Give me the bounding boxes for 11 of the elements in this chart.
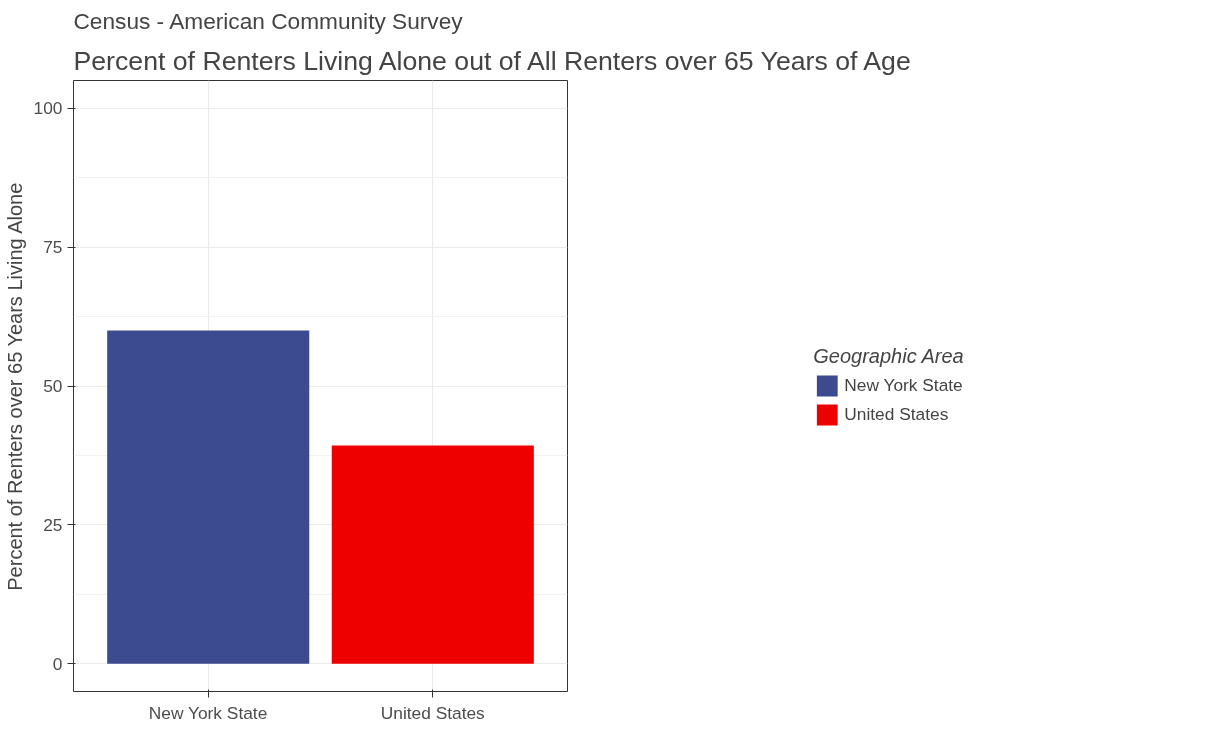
y-tick-label: 25 bbox=[43, 514, 63, 535]
y-axis-title: Percent of Renters over 65 Years Living Alone bbox=[3, 182, 26, 591]
y-tick-label: 75 bbox=[43, 237, 63, 258]
legend-title: Geographic Area bbox=[813, 344, 964, 367]
y-tick-label: 0 bbox=[52, 653, 63, 674]
legend-label: New York State bbox=[844, 374, 963, 396]
chart-subtitle: Census - American Community Survey bbox=[73, 7, 464, 34]
legend-label: United States bbox=[844, 403, 949, 425]
chart-title: Percent of Renters Living Alone out of All Renters over 65 Years of Age bbox=[73, 45, 911, 76]
y-tick-label: 100 bbox=[33, 98, 63, 119]
y-tick-label: 50 bbox=[43, 376, 63, 396]
